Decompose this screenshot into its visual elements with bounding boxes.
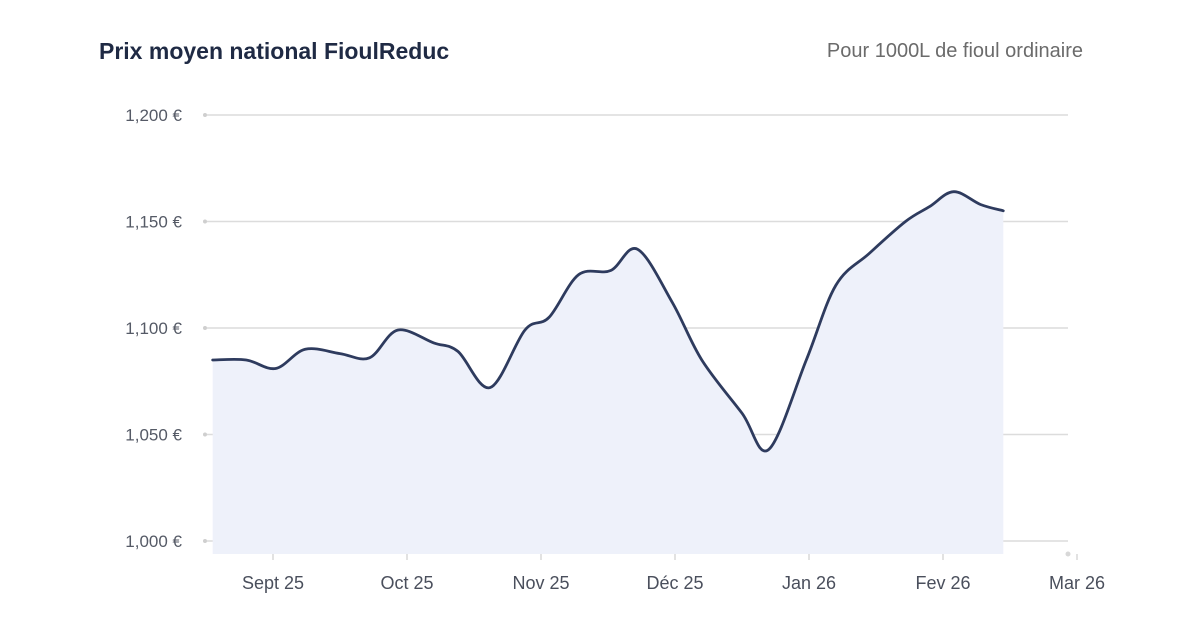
x-tick-label: Sept 25 — [242, 573, 304, 593]
gridline-marker — [203, 113, 207, 117]
x-tick-label: Mar 26 — [1049, 573, 1105, 593]
price-line — [211, 190, 1005, 453]
x-tick-label: Nov 25 — [512, 573, 569, 593]
chart-title: Prix moyen national FioulReduc — [99, 38, 450, 64]
gridline-marker — [203, 219, 207, 224]
chart-subtitle: Pour 1000L de fioul ordinaire — [826, 40, 1083, 62]
gridline-marker — [203, 539, 207, 543]
x-tick-label: Oct 25 — [380, 573, 433, 593]
x-tick-label: Déc 25 — [646, 573, 703, 593]
x-tick-label: Jan 26 — [782, 573, 836, 593]
y-tick-label: 1,100 € — [125, 319, 182, 338]
price-area — [212, 191, 1004, 554]
y-tick-label: 1,150 € — [125, 213, 182, 232]
y-tick-label: 1,000 € — [125, 532, 182, 551]
y-tick-label: 1,050 € — [125, 426, 182, 445]
x-tick-label: Fev 26 — [915, 573, 970, 593]
x-axis-end-marker — [1065, 551, 1071, 557]
gridline-marker — [203, 326, 207, 330]
gridline-marker — [203, 432, 207, 437]
y-tick-label: 1,200 € — [125, 106, 182, 125]
